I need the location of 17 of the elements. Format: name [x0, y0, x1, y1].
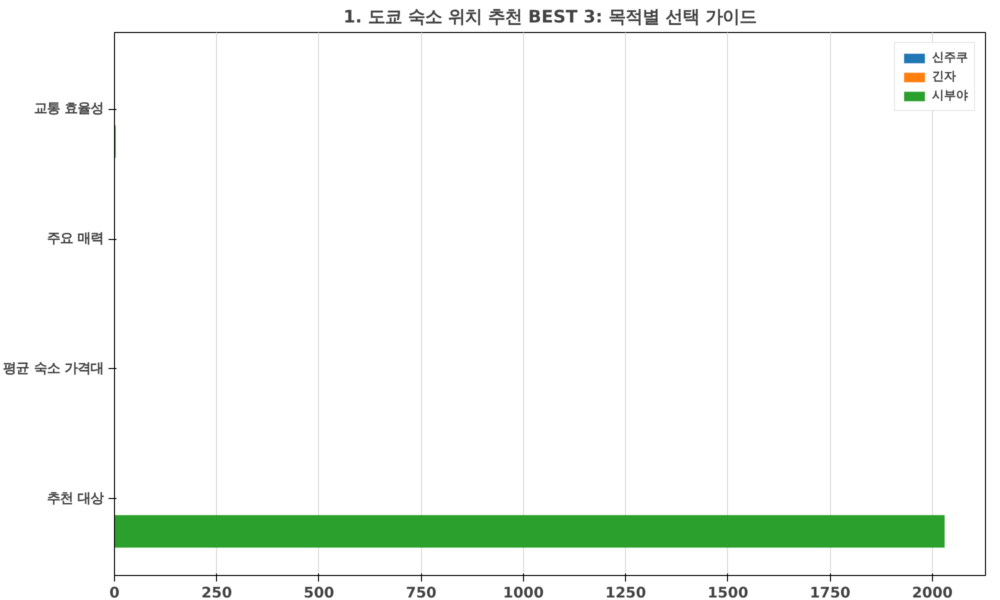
x-tick-label: 1500	[707, 584, 748, 600]
y-tick-label: 주요 매력	[46, 232, 104, 247]
chart-title: 1. 도쿄 숙소 위치 추천 BEST 3: 목적별 선택 가이드	[343, 8, 757, 28]
x-tick-label: 2000	[912, 584, 953, 600]
x-tick-label: 500	[304, 584, 334, 600]
x-tick-label: 250	[201, 584, 232, 600]
legend-label: 긴자	[932, 68, 956, 85]
legend-label: 신주쿠	[932, 49, 968, 66]
x-tick-label: 1750	[810, 584, 851, 600]
x-tick-label: 1250	[605, 584, 646, 600]
legend-label: 시부야	[932, 87, 968, 104]
x-tick-label: 750	[406, 584, 436, 600]
y-tick-label: 추천 대상	[46, 491, 104, 506]
y-tick-label: 평균 숙소 가격대	[3, 361, 104, 376]
x-tick-label: 1000	[503, 584, 544, 600]
y-tick-label: 교통 효율성	[34, 102, 104, 117]
x-tick-label: 0	[109, 584, 120, 600]
